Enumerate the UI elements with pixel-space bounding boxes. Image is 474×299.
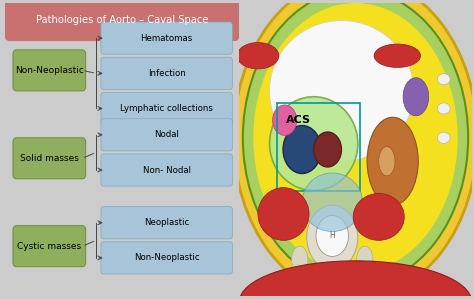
Text: Nodal: Nodal [154, 130, 179, 139]
Text: Neoplastic: Neoplastic [144, 218, 189, 227]
Ellipse shape [307, 205, 358, 270]
FancyBboxPatch shape [101, 92, 232, 125]
Text: Solid masses: Solid masses [20, 154, 79, 163]
Text: Cystic masses: Cystic masses [17, 242, 82, 251]
Ellipse shape [237, 42, 279, 69]
Ellipse shape [292, 246, 308, 273]
Ellipse shape [234, 0, 474, 299]
Ellipse shape [353, 193, 404, 240]
Ellipse shape [438, 132, 450, 143]
Ellipse shape [379, 147, 395, 176]
Ellipse shape [243, 0, 468, 286]
Ellipse shape [270, 21, 413, 161]
Text: Pathologies of Aorto – Caval Space: Pathologies of Aorto – Caval Space [36, 15, 208, 25]
FancyBboxPatch shape [101, 154, 232, 186]
FancyBboxPatch shape [13, 50, 86, 91]
Ellipse shape [239, 261, 472, 299]
Text: Non-Neoplastic: Non-Neoplastic [15, 66, 84, 75]
Ellipse shape [253, 3, 458, 273]
FancyBboxPatch shape [13, 226, 86, 267]
Text: Lymphatic collections: Lymphatic collections [120, 104, 213, 113]
Text: Non- Nodal: Non- Nodal [143, 166, 191, 175]
FancyBboxPatch shape [101, 242, 232, 274]
FancyBboxPatch shape [101, 22, 232, 54]
Text: Infection: Infection [148, 69, 185, 78]
FancyBboxPatch shape [5, 0, 239, 41]
Ellipse shape [367, 117, 418, 205]
Text: Non-Neoplastic: Non-Neoplastic [134, 254, 200, 263]
Ellipse shape [302, 173, 363, 231]
FancyBboxPatch shape [101, 119, 232, 151]
Ellipse shape [438, 103, 450, 114]
Circle shape [273, 105, 297, 135]
Ellipse shape [374, 44, 420, 68]
Text: H: H [329, 231, 335, 240]
FancyBboxPatch shape [13, 138, 86, 179]
Text: Hematomas: Hematomas [140, 34, 193, 43]
Circle shape [283, 126, 321, 173]
Circle shape [316, 215, 348, 257]
Ellipse shape [403, 78, 428, 116]
Ellipse shape [438, 74, 450, 85]
FancyBboxPatch shape [101, 57, 232, 89]
Ellipse shape [356, 246, 373, 273]
Ellipse shape [258, 187, 309, 240]
Ellipse shape [270, 97, 358, 190]
Circle shape [314, 132, 342, 167]
Text: ACS: ACS [286, 115, 311, 125]
FancyBboxPatch shape [101, 207, 232, 239]
